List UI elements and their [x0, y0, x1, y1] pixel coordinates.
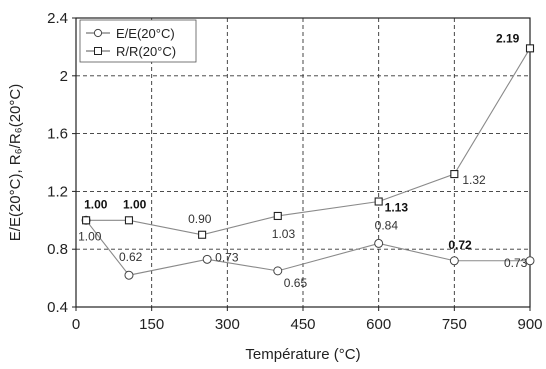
x-tick-label: 0: [72, 316, 80, 333]
point-r-1: [124, 216, 134, 225]
data-label-r-2: 0.90: [188, 212, 212, 226]
legend-label-e: E/E(20°C): [116, 26, 175, 41]
data-label-e-5: 0.72: [448, 238, 472, 252]
data-label-e-3: 0.65: [284, 276, 308, 290]
data-label-r-0: 1.00: [84, 197, 108, 211]
y-tick-labels: 0.4 0.8 1.2 1.6 2 2.4: [47, 10, 76, 316]
series-markers: [81, 44, 535, 280]
point-r-6: [525, 44, 535, 53]
point-r-4: [374, 197, 383, 206]
point-e-2: [202, 254, 212, 264]
x-tick-label: 600: [366, 316, 391, 333]
y-tick-label: 2.4: [47, 10, 68, 27]
data-label-e-4: 0.84: [375, 218, 399, 232]
legend-marker-r: [94, 47, 102, 55]
data-label-e-0: 1.00: [78, 229, 102, 243]
x-tick-label: 750: [442, 316, 467, 333]
data-label-r-5: 1.32: [462, 173, 486, 187]
y-tick-label: 1.6: [47, 126, 68, 143]
data-label-r-3: 1.03: [272, 227, 296, 241]
x-tick-labels: 0 150 300 450 600 750 900: [72, 307, 543, 333]
data-labels: 1.00 0.62 0.73 0.65 0.84 0.72 0.73 1.00 1.00 0.90…: [78, 31, 528, 290]
x-tick-label: 900: [517, 316, 542, 333]
data-label-e-1: 0.62: [119, 250, 143, 264]
data-label-r-1: 1.00: [123, 197, 147, 211]
x-axis-label: Température (°C): [245, 346, 360, 363]
y-tick-label: 0.4: [47, 299, 68, 316]
data-label-e-2: 0.73: [215, 250, 239, 264]
y-tick-label: 2: [60, 68, 68, 85]
legend-marker-e: [93, 28, 103, 38]
data-label-r-6: 2.19: [496, 31, 520, 45]
point-r-0: [82, 216, 91, 225]
data-label-r-4: 1.13: [385, 201, 409, 215]
legend-label-r: R/R(20°C): [116, 44, 176, 59]
x-tick-label: 450: [290, 316, 315, 333]
y-tick-label: 0.8: [47, 241, 68, 258]
point-e-6: [525, 256, 535, 266]
y-axis-label: E/E(20°C), R₆/R₆(20°C): [7, 84, 24, 241]
y-tick-label: 1.2: [47, 183, 68, 200]
point-e-3: [273, 266, 283, 276]
x-tick-label: 300: [215, 316, 240, 333]
point-e-4: [374, 238, 384, 248]
point-r-5: [450, 170, 459, 179]
point-r-3: [273, 211, 282, 221]
data-label-e-6: 0.73: [504, 256, 528, 270]
x-tick-label: 150: [139, 316, 164, 333]
legend: E/E(20°C) R/R(20°C): [79, 19, 197, 63]
point-r-2: [198, 230, 207, 239]
point-e-1: [124, 270, 134, 280]
point-e-5: [449, 256, 459, 266]
